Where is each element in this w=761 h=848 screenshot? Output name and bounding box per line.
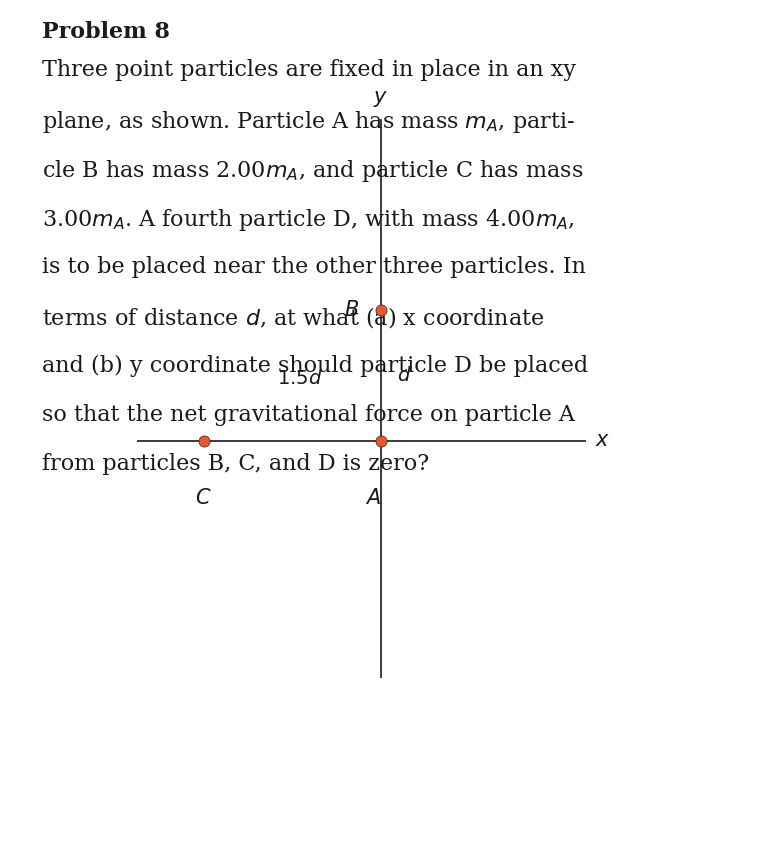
Text: plane, as shown. Particle A has mass $m_A$, parti-: plane, as shown. Particle A has mass $m_… xyxy=(42,109,575,135)
Text: $y$: $y$ xyxy=(373,88,388,109)
Text: $B$: $B$ xyxy=(344,299,359,320)
Text: terms of distance $d$, at what (a) x coordinate: terms of distance $d$, at what (a) x coo… xyxy=(42,305,544,330)
Text: $x$: $x$ xyxy=(595,432,610,450)
Text: is to be placed near the other three particles. In: is to be placed near the other three par… xyxy=(42,256,586,278)
Text: $C$: $C$ xyxy=(196,488,212,508)
Text: cle B has mass 2.00$m_A$, and particle C has mass: cle B has mass 2.00$m_A$, and particle C… xyxy=(42,158,583,184)
Text: $d$: $d$ xyxy=(397,365,412,385)
Text: from particles B, C, and D is zero?: from particles B, C, and D is zero? xyxy=(42,453,429,475)
Text: so that the net gravitational force on particle A: so that the net gravitational force on p… xyxy=(42,404,575,426)
Text: $A$: $A$ xyxy=(365,488,380,508)
Text: and (b) y coordinate should particle D be placed: and (b) y coordinate should particle D b… xyxy=(42,354,588,377)
Text: 3.00$m_A$. A fourth particle D, with mass 4.00$m_A$,: 3.00$m_A$. A fourth particle D, with mas… xyxy=(42,207,575,233)
Text: Three point particles are fixed in place in an xy: Three point particles are fixed in place… xyxy=(42,59,576,81)
Text: $1.5d$: $1.5d$ xyxy=(277,370,323,388)
Text: Problem 8: Problem 8 xyxy=(42,21,170,43)
